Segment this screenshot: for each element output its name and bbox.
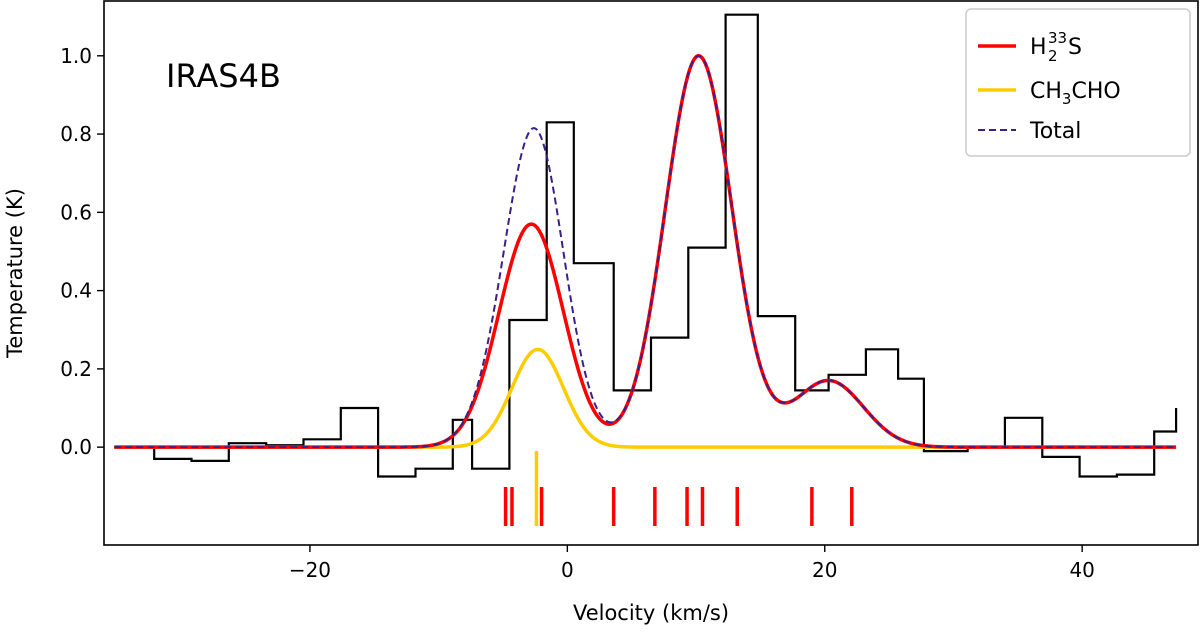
- y-tick-label: 0.8: [60, 122, 92, 146]
- x-tick-label: 40: [1069, 558, 1094, 582]
- plot-frame: [103, 0, 1199, 546]
- y-tick-label: 1.0: [60, 44, 92, 68]
- ch3cho-model-line: [114, 347, 1177, 449]
- y-axis-label: Temperature (K): [3, 188, 27, 359]
- total-model-line: [114, 54, 1177, 449]
- y-tick-label: 0.0: [60, 435, 92, 459]
- plot-area: [114, 13, 1178, 526]
- y-tick-label: 0.4: [60, 279, 92, 303]
- legend-box: [965, 8, 1191, 157]
- observed-spectrum-steps: [114, 13, 1178, 478]
- legend-label-ch3cho: CH3CHO: [1030, 79, 1121, 108]
- y-axis-ticks: 0.0 0.2 0.4 0.6 0.8 1.0: [60, 44, 104, 459]
- legend-label-h2s: H233S: [1030, 29, 1082, 65]
- y-tick-label: 0.2: [60, 357, 92, 381]
- x-tick-label: 20: [812, 558, 837, 582]
- x-tick-label: −20: [289, 558, 331, 582]
- x-tick-label: 0: [561, 558, 574, 582]
- panel-label: IRAS4B: [166, 57, 281, 95]
- x-axis-ticks: −20 0 20 40: [289, 545, 1095, 582]
- y-tick-label: 0.6: [60, 200, 92, 224]
- x-axis-label: Velocity (km/s): [573, 601, 729, 625]
- legend-label-total: Total: [1029, 119, 1081, 144]
- legend: H233S CH3CHO Total: [965, 8, 1191, 157]
